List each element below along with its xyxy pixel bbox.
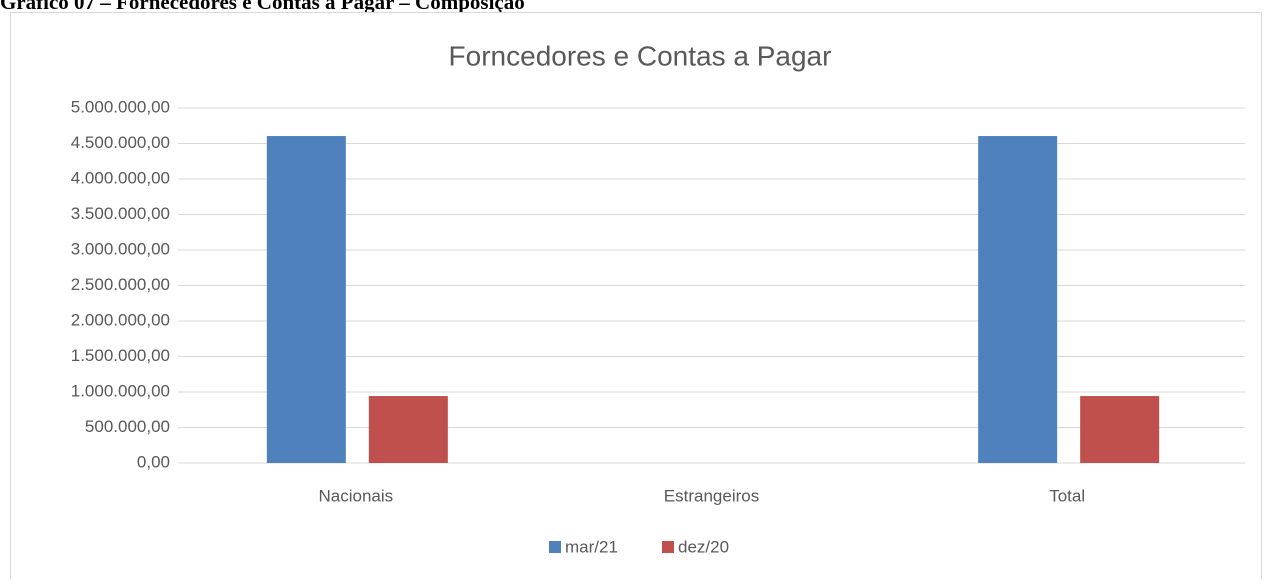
y-tick-label: 3.500.000,00: [71, 204, 170, 223]
y-tick-label: 0,00: [137, 452, 170, 471]
y-tick-label: 500.000,00: [85, 417, 170, 436]
y-tick-label: 2.500.000,00: [71, 275, 170, 294]
x-tick-label: Nacionais: [319, 486, 394, 505]
legend-label: dez/20: [678, 537, 729, 556]
y-tick-label: 4.500.000,00: [71, 133, 170, 152]
legend-swatch: [662, 541, 674, 553]
x-tick-label: Total: [1049, 486, 1085, 505]
bar: [978, 136, 1058, 464]
bar: [368, 396, 448, 463]
legend-swatch: [549, 541, 561, 553]
legend-label: mar/21: [565, 537, 618, 556]
chart-title: Forncedores e Contas a Pagar: [449, 40, 832, 71]
x-tick-label: Estrangeiros: [664, 486, 759, 505]
y-tick-label: 3.000.000,00: [71, 239, 170, 258]
y-tick-label: 2.000.000,00: [71, 310, 170, 329]
y-tick-label: 5.000.000,00: [71, 97, 170, 116]
bar: [1080, 396, 1160, 463]
y-tick-label: 1.000.000,00: [71, 381, 170, 400]
heading: Gráfico 07 – Fornecedores e Contas a Pag…: [0, 0, 525, 14]
y-tick-label: 4.000.000,00: [71, 168, 170, 187]
bar: [266, 136, 346, 464]
y-tick-label: 1.500.000,00: [71, 346, 170, 365]
